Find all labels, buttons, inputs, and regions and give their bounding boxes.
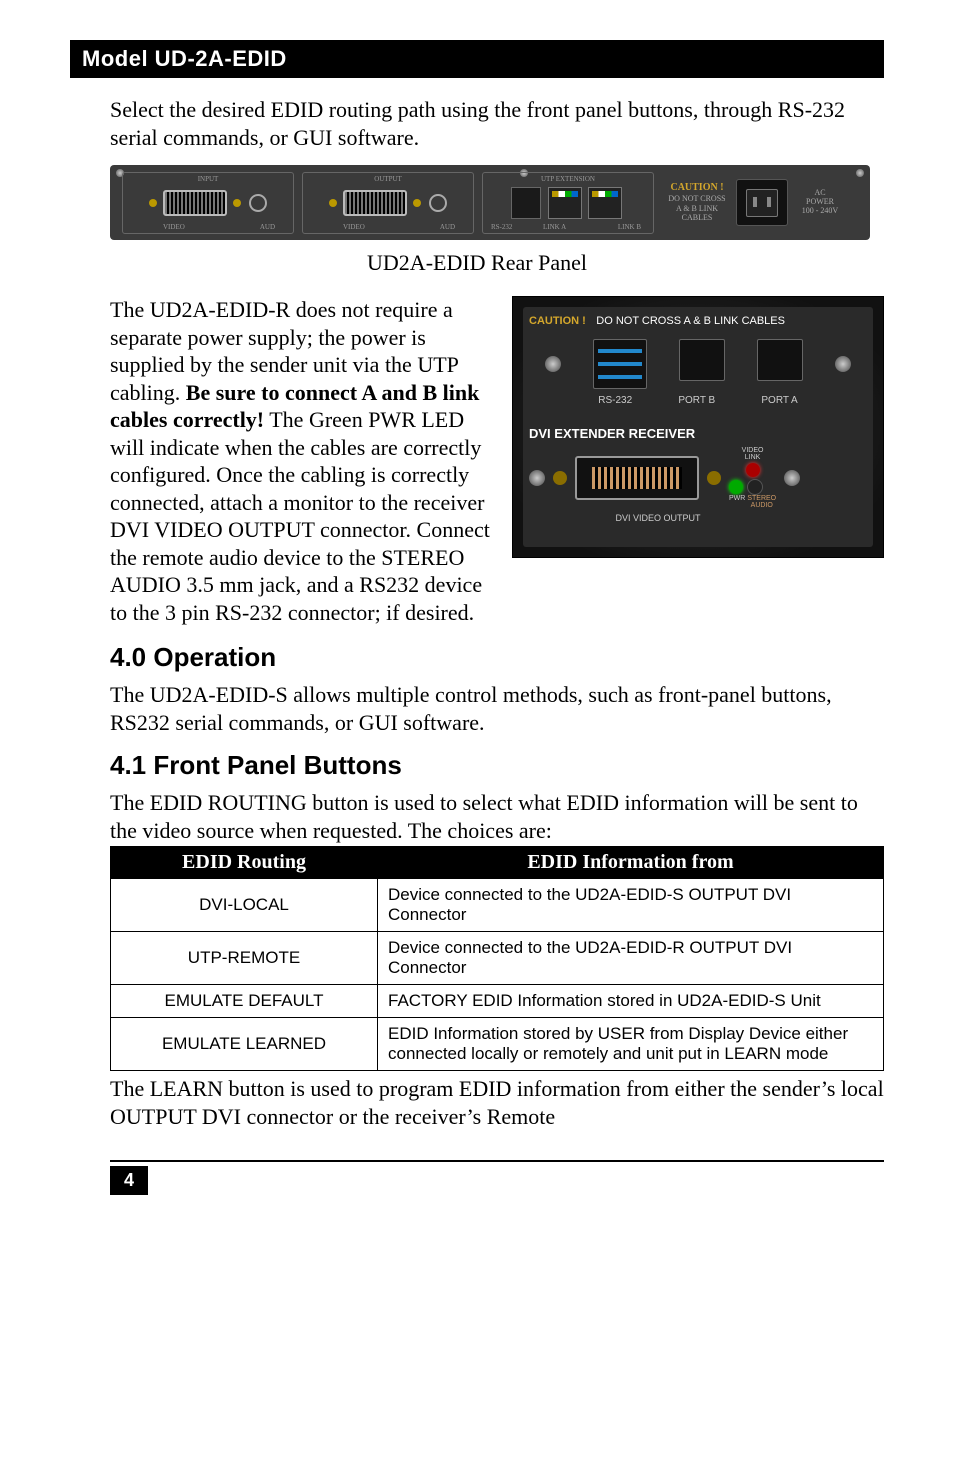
- cell-info: EDID Information stored by USER from Dis…: [378, 1018, 884, 1071]
- receiver-figure: CAUTION ! DO NOT CROSS A & B LINK CABLES…: [512, 296, 884, 558]
- section-4-1-body: The EDID ROUTING button is used to selec…: [110, 789, 884, 844]
- receiver-top-panel: CAUTION ! DO NOT CROSS A & B LINK CABLES…: [523, 307, 873, 430]
- aud-label: AUD: [440, 223, 455, 231]
- video-label: VIDEO: [343, 223, 365, 231]
- audio-jack-icon: [249, 194, 267, 212]
- section-4-0-body: The UD2A-EDID-S allows multiple control …: [110, 681, 884, 736]
- cell-info: FACTORY EDID Information stored in UD2A-…: [378, 985, 884, 1018]
- section-4-0-heading: 4.0 Operation: [110, 642, 884, 673]
- pwr-led-icon: [729, 480, 743, 494]
- rs232-label: RS-232: [491, 223, 512, 231]
- video-label: VIDEO: [163, 223, 185, 231]
- model-title-bar: Model UD-2A-EDID: [70, 40, 884, 78]
- dvi-port-icon: [343, 190, 407, 216]
- output-section: OUTPUT VIDEO AUD: [302, 172, 474, 234]
- led-icon: [329, 199, 337, 207]
- screw-icon: [529, 470, 545, 486]
- cell-info: Device connected to the UD2A-EDID-S OUTP…: [378, 879, 884, 932]
- cell-routing: EMULATE DEFAULT: [111, 985, 378, 1018]
- input-section: INPUT VIDEO AUD: [122, 172, 294, 234]
- screw-icon: [835, 356, 851, 372]
- pwr-label: PWR: [729, 495, 745, 509]
- rj45-port-icon: [548, 187, 582, 219]
- ac-label-box: AC POWER 100 - 240V: [792, 189, 848, 215]
- caution-heading: CAUTION !: [658, 182, 736, 194]
- section-4-1-heading: 4.1 Front Panel Buttons: [110, 750, 884, 781]
- rear-panel-caption: UD2A-EDID Rear Panel: [70, 250, 884, 276]
- dvi-output-label: DVI VIDEO OUTPUT: [449, 513, 867, 523]
- ac-label: 100 - 240V: [792, 207, 848, 216]
- rs232-port-icon: [593, 339, 647, 389]
- table-row: EMULATE DEFAULT FACTORY EDID Information…: [111, 985, 884, 1018]
- video-link-label: VIDEOLINK: [729, 447, 776, 461]
- dvi-port-icon: [163, 190, 227, 216]
- after-table-paragraph: The LEARN button is used to program EDID…: [110, 1075, 884, 1130]
- caution-line: DO NOT CROSS: [658, 194, 736, 204]
- utp-label: UTP EXTENSION: [483, 175, 653, 183]
- linka-label: LINK A: [543, 223, 566, 231]
- cell-routing: EMULATE LEARNED: [111, 1018, 378, 1071]
- led-icon: [149, 199, 157, 207]
- receiver-paragraph: The UD2A-EDID-R does not require a separ…: [110, 296, 500, 626]
- table-row: EMULATE LEARNED EDID Information stored …: [111, 1018, 884, 1071]
- cell-routing: DVI-LOCAL: [111, 879, 378, 932]
- para-post: The Green PWR LED will indicate when the…: [110, 407, 490, 625]
- audio-jack-icon: [747, 479, 763, 495]
- page-footer: 4: [110, 1160, 884, 1195]
- caution-label: CAUTION !: [529, 315, 586, 327]
- output-label: OUTPUT: [303, 175, 473, 183]
- portb-label: PORT B: [678, 395, 715, 406]
- screw-icon: [784, 470, 800, 486]
- rear-panel-figure: INPUT VIDEO AUD OUTPUT VIDEO AUD UTP EXT…: [110, 165, 870, 240]
- edid-routing-table: EDID Routing EDID Information from DVI-L…: [110, 846, 884, 1071]
- rs232-label: RS-232: [598, 395, 632, 406]
- caution-box: CAUTION ! DO NOT CROSS A & B LINK CABLES: [658, 182, 736, 223]
- table-row: UTP-REMOTE Device connected to the UD2A-…: [111, 932, 884, 985]
- screw-icon: [545, 356, 561, 372]
- led-icon: [707, 471, 721, 485]
- utp-section: UTP EXTENSION RS-232 LINK A LINK B: [482, 172, 654, 234]
- rj45-port-icon: [679, 339, 725, 381]
- col-header-info: EDID Information from: [378, 847, 884, 879]
- extender-title: DVI EXTENDER RECEIVER: [529, 426, 867, 441]
- cell-routing: UTP-REMOTE: [111, 932, 378, 985]
- led-icon: [553, 471, 567, 485]
- receiver-bottom-panel: DVI EXTENDER RECEIVER VIDEOLINK: [523, 420, 873, 547]
- caution-text: DO NOT CROSS A & B LINK CABLES: [596, 315, 785, 327]
- screw-icon: [856, 169, 864, 177]
- input-label: INPUT: [123, 175, 293, 183]
- col-header-routing: EDID Routing: [111, 847, 378, 879]
- led-icon: [413, 199, 421, 207]
- audio-jack-icon: [429, 194, 447, 212]
- cell-info: Device connected to the UD2A-EDID-R OUTP…: [378, 932, 884, 985]
- dvi-port-icon: [575, 456, 699, 500]
- rj45-port-icon: [757, 339, 803, 381]
- linkb-label: LINK B: [618, 223, 641, 231]
- table-row: DVI-LOCAL Device connected to the UD2A-E…: [111, 879, 884, 932]
- stereo-label: STEREOAUDIO: [747, 495, 776, 509]
- iec-power-icon: [736, 179, 788, 226]
- porta-label: PORT A: [761, 395, 797, 406]
- page-number: 4: [110, 1166, 148, 1195]
- caution-line: A & B LINK: [658, 204, 736, 214]
- rs232-port-icon: [511, 187, 541, 219]
- intro-paragraph: Select the desired EDID routing path usi…: [110, 96, 884, 151]
- rj45-port-icon: [588, 187, 622, 219]
- led-icon: [233, 199, 241, 207]
- caution-line: CABLES: [658, 213, 736, 223]
- aud-label: AUD: [260, 223, 275, 231]
- table-header-row: EDID Routing EDID Information from: [111, 847, 884, 879]
- led-icon: [746, 463, 760, 477]
